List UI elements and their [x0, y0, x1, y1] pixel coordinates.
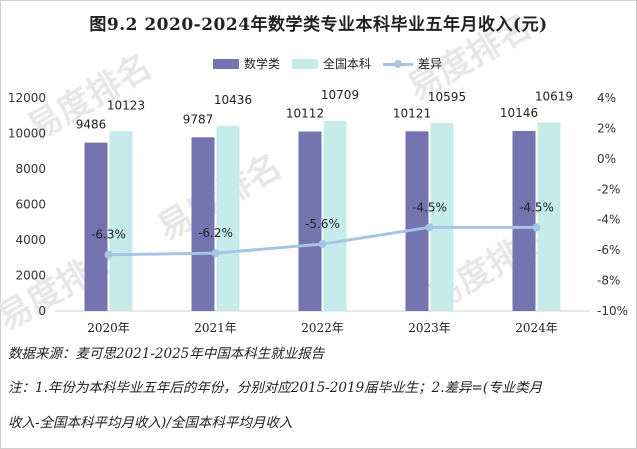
- bar-label-math: 10121: [393, 106, 431, 120]
- footnote-line-1: 注：1.年份为本科毕业五年后的年份，分别对应2015-2019届毕业生；2.差异…: [8, 380, 543, 396]
- bar-math: [298, 131, 322, 311]
- bar-national: [537, 122, 561, 311]
- diff-label: -6.3%: [91, 228, 126, 242]
- y-right-tick-label: -2%: [597, 182, 620, 196]
- y-right-tick-label: -6%: [597, 243, 620, 257]
- y-left-tick-label: 4000: [15, 233, 46, 247]
- bar-math: [405, 131, 429, 311]
- diff-point: [104, 250, 113, 259]
- legend-item-math: 数学类: [213, 55, 280, 72]
- x-tick-label: 2023年: [408, 321, 451, 335]
- bar-national: [430, 122, 454, 311]
- legend-swatch-diff: [383, 59, 414, 69]
- y-right-tick-label: -4%: [597, 213, 620, 227]
- legend-item-diff: 差异: [383, 55, 442, 72]
- diff-point: [318, 240, 327, 249]
- bar-label-math: 10112: [286, 107, 324, 121]
- y-right-tick-label: 4%: [597, 91, 616, 105]
- y-left-tick-label: 12000: [8, 91, 46, 105]
- legend-swatch-national: [292, 58, 319, 69]
- bar-label-national: 10595: [428, 90, 466, 104]
- y-left-tick-label: 0: [38, 304, 46, 318]
- y-left-tick-label: 10000: [8, 127, 46, 141]
- legend-item-national: 全国本科: [292, 55, 371, 72]
- bar-national: [216, 125, 240, 311]
- x-tick-label: 2020年: [87, 321, 130, 335]
- y-right-tick-label: -8%: [597, 274, 620, 288]
- bar-math: [84, 142, 108, 311]
- income-chart: 0 2000 4000 6000 8000 10000 12000 -10% -8% -6% -4%…: [8, 88, 628, 335]
- chart-legend: 数学类 全国本科 差异: [213, 55, 454, 72]
- x-tick-label: 2024年: [515, 321, 558, 335]
- bar-national: [109, 131, 133, 311]
- chart-title: 图9.2 2020-2024年数学类专业本科毕业五年月收入(元): [89, 15, 548, 35]
- y-right-tick-label: 2%: [597, 121, 616, 135]
- y-left-tick-label: 6000: [15, 198, 46, 212]
- bar-label-national: 10709: [321, 88, 359, 102]
- y-left-tick-label: 8000: [15, 162, 46, 176]
- bar-label-national: 10619: [535, 90, 573, 104]
- diff-label: -4.5%: [519, 200, 554, 214]
- legend-swatch-math: [213, 58, 239, 69]
- bar-label-math: 9787: [183, 112, 214, 126]
- bar-label-national: 10436: [214, 93, 252, 107]
- legend-label-national: 全国本科: [323, 57, 372, 71]
- bar-label-national: 10123: [107, 98, 145, 112]
- diff-point: [532, 223, 541, 232]
- diff-point: [425, 223, 434, 232]
- bar-national: [323, 120, 347, 311]
- footnote-line-2: 收入-全国本科平均月收入)/全国本科平均月收入: [8, 415, 293, 431]
- x-tick-label: 2021年: [194, 321, 237, 335]
- y-left-tick-label: 2000: [15, 269, 46, 283]
- diff-point: [211, 249, 220, 258]
- legend-label-diff: 差异: [418, 57, 443, 71]
- diff-label: -5.6%: [305, 217, 340, 231]
- bar-math: [191, 137, 215, 311]
- data-source: 数据来源：麦可思2021-2025年中国本科生就业报告: [8, 346, 325, 362]
- y-right-tick-label: 0%: [597, 152, 616, 166]
- bar-label-math: 9486: [76, 118, 107, 132]
- diff-label: -6.2%: [198, 226, 233, 240]
- bar-math: [512, 130, 536, 311]
- legend-label-math: 数学类: [244, 57, 281, 71]
- diff-label: -4.5%: [412, 200, 447, 214]
- bar-label-math: 10146: [500, 106, 538, 120]
- x-tick-label: 2022年: [301, 321, 344, 335]
- y-right-tick-label: -10%: [597, 304, 628, 318]
